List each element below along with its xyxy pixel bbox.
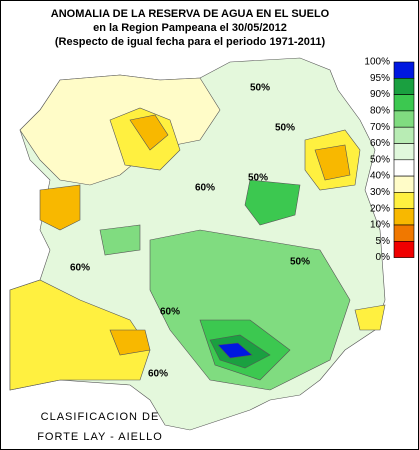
subtitle: en la Region Pampeana el 30/05/2012	[93, 22, 287, 34]
legend-swatch	[393, 110, 415, 128]
legend-swatch	[393, 208, 415, 226]
wet-zone	[149, 229, 351, 391]
legend-label: 5%	[376, 236, 391, 247]
legend-swatch	[393, 175, 415, 193]
contour-label: 50%	[275, 123, 295, 134]
contour-labels: 50% 50% 50% 60% 60% 60% 50% 60%	[70, 83, 310, 380]
wet-zone	[244, 179, 301, 226]
legend-swatch	[393, 126, 415, 144]
legend-label: 40%	[370, 171, 390, 182]
dry-zone	[129, 114, 169, 151]
legend-label: 70%	[370, 122, 390, 133]
contour-label: 60%	[160, 307, 180, 318]
note: (Respecto de igual fecha para el periodo…	[55, 36, 326, 48]
legend-label: 20%	[370, 203, 390, 214]
legend-swatch	[393, 224, 415, 242]
wet-zone	[217, 342, 253, 359]
legend-label: 60%	[370, 138, 390, 149]
legend-label: 95%	[370, 73, 390, 84]
contour-label: 50%	[248, 173, 268, 184]
dry-zone	[314, 144, 351, 181]
legend-swatch	[393, 159, 415, 177]
dry-zone	[39, 184, 81, 231]
contour-label: 50%	[290, 257, 310, 268]
legend-swatch	[393, 61, 415, 79]
legend-label: 100%	[364, 57, 390, 68]
footer-line: FORTE LAY - AIELLO	[37, 431, 163, 443]
legend-swatch	[393, 143, 415, 161]
legend: 100% 95% 90% 80% 70% 60% 50% 40% 30% 20% 10% 5% 0%	[364, 57, 415, 263]
legend-swatch	[393, 192, 415, 209]
legend-label: 80%	[370, 106, 390, 117]
legend-swatch	[393, 241, 415, 258]
legend-label: 50%	[370, 154, 390, 165]
legend-label: 10%	[370, 220, 390, 231]
footer-line: CLASIFICACION DE	[41, 411, 160, 423]
contour-label: 50%	[250, 83, 270, 94]
legend-label: 30%	[370, 187, 390, 198]
dry-zone	[109, 329, 151, 356]
legend-label: 0%	[376, 252, 391, 263]
contour-label: 60%	[195, 183, 215, 194]
wet-zone	[99, 224, 141, 256]
legend-swatch	[393, 94, 415, 112]
contour-label: 60%	[70, 263, 90, 274]
contour-label: 60%	[148, 369, 168, 380]
dry-zone	[354, 304, 386, 331]
legend-swatch	[393, 78, 415, 95]
map	[9, 57, 386, 431]
title: ANOMALIA DE LA RESERVA DE AGUA EN EL SUE…	[51, 8, 330, 20]
legend-label: 90%	[370, 89, 390, 100]
